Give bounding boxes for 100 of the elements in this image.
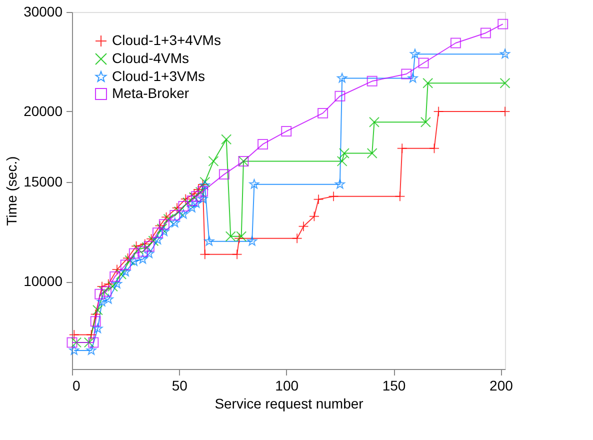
point	[66, 337, 78, 348]
point	[88, 337, 99, 348]
point	[96, 281, 108, 292]
point	[336, 156, 348, 166]
point	[480, 28, 491, 38]
point	[120, 266, 131, 276]
x-tick-label: 100	[275, 378, 299, 394]
point	[112, 264, 122, 275]
point	[334, 90, 346, 102]
point	[318, 108, 328, 118]
point	[500, 48, 510, 58]
point	[107, 281, 118, 292]
point	[182, 197, 193, 208]
point	[86, 345, 96, 355]
point	[450, 38, 461, 48]
point	[158, 219, 170, 230]
point	[128, 248, 140, 259]
point	[188, 188, 200, 200]
point	[178, 201, 189, 212]
point	[69, 345, 80, 355]
point	[195, 186, 206, 198]
point	[366, 76, 378, 86]
x-tick-label: 200	[490, 378, 514, 394]
point	[112, 278, 122, 288]
point	[232, 249, 242, 260]
y-tick-label: 20000	[24, 102, 63, 119]
point	[200, 176, 210, 188]
x-tick-label: 150	[382, 378, 406, 394]
point	[103, 294, 114, 304]
point	[129, 256, 140, 266]
point	[170, 210, 180, 221]
point	[90, 309, 101, 320]
y-tick-label: 30000	[24, 4, 63, 20]
point	[170, 218, 180, 228]
point	[116, 269, 127, 280]
point	[500, 106, 510, 117]
point	[366, 148, 378, 158]
point	[281, 126, 292, 136]
point	[308, 211, 320, 222]
point	[187, 202, 198, 212]
point	[221, 134, 232, 145]
point	[191, 191, 202, 202]
legend-label: Cloud-1+3+4VMs	[112, 32, 221, 48]
point	[92, 323, 103, 334]
point	[193, 184, 204, 195]
point	[218, 169, 230, 180]
point	[338, 148, 350, 158]
point	[401, 68, 412, 80]
point	[140, 238, 150, 250]
point	[156, 223, 168, 234]
point	[178, 209, 188, 219]
x-axis-title: Service request number	[214, 396, 364, 412]
point	[137, 246, 148, 257]
point	[110, 271, 120, 282]
point	[292, 233, 302, 244]
point	[92, 304, 103, 316]
point	[188, 192, 200, 202]
legend-label: Cloud-4VMs	[112, 50, 190, 66]
point	[86, 329, 97, 340]
point	[313, 194, 324, 205]
point	[408, 73, 418, 83]
point	[234, 233, 244, 244]
point	[204, 236, 214, 246]
point	[298, 221, 309, 232]
point	[334, 179, 345, 189]
y-tick-label: 15000	[24, 174, 63, 190]
point	[191, 198, 202, 208]
point	[84, 337, 94, 348]
point	[159, 226, 170, 236]
point	[369, 116, 380, 128]
point	[98, 286, 110, 297]
point	[396, 143, 408, 154]
point	[418, 58, 429, 68]
point	[120, 260, 131, 270]
point	[337, 73, 348, 83]
x-tick-label: 0	[72, 378, 80, 394]
point	[198, 194, 208, 204]
point	[198, 186, 208, 197]
point	[258, 138, 268, 150]
point	[394, 191, 406, 202]
point	[420, 116, 431, 128]
point	[174, 206, 184, 217]
point	[180, 194, 191, 204]
x-tick-label: 50	[172, 378, 188, 394]
point	[94, 288, 106, 300]
point	[500, 78, 510, 88]
point	[422, 78, 434, 88]
point	[124, 255, 136, 266]
point	[152, 227, 163, 238]
point	[172, 202, 182, 214]
point	[247, 236, 258, 246]
point	[152, 234, 163, 244]
point	[249, 179, 260, 189]
legend-label: Meta-Broker	[112, 85, 190, 101]
point	[200, 249, 210, 260]
legend-label: Cloud-1+3VMs	[112, 68, 205, 84]
point	[208, 156, 219, 166]
point	[410, 48, 420, 58]
point	[433, 106, 444, 117]
point	[68, 329, 80, 340]
